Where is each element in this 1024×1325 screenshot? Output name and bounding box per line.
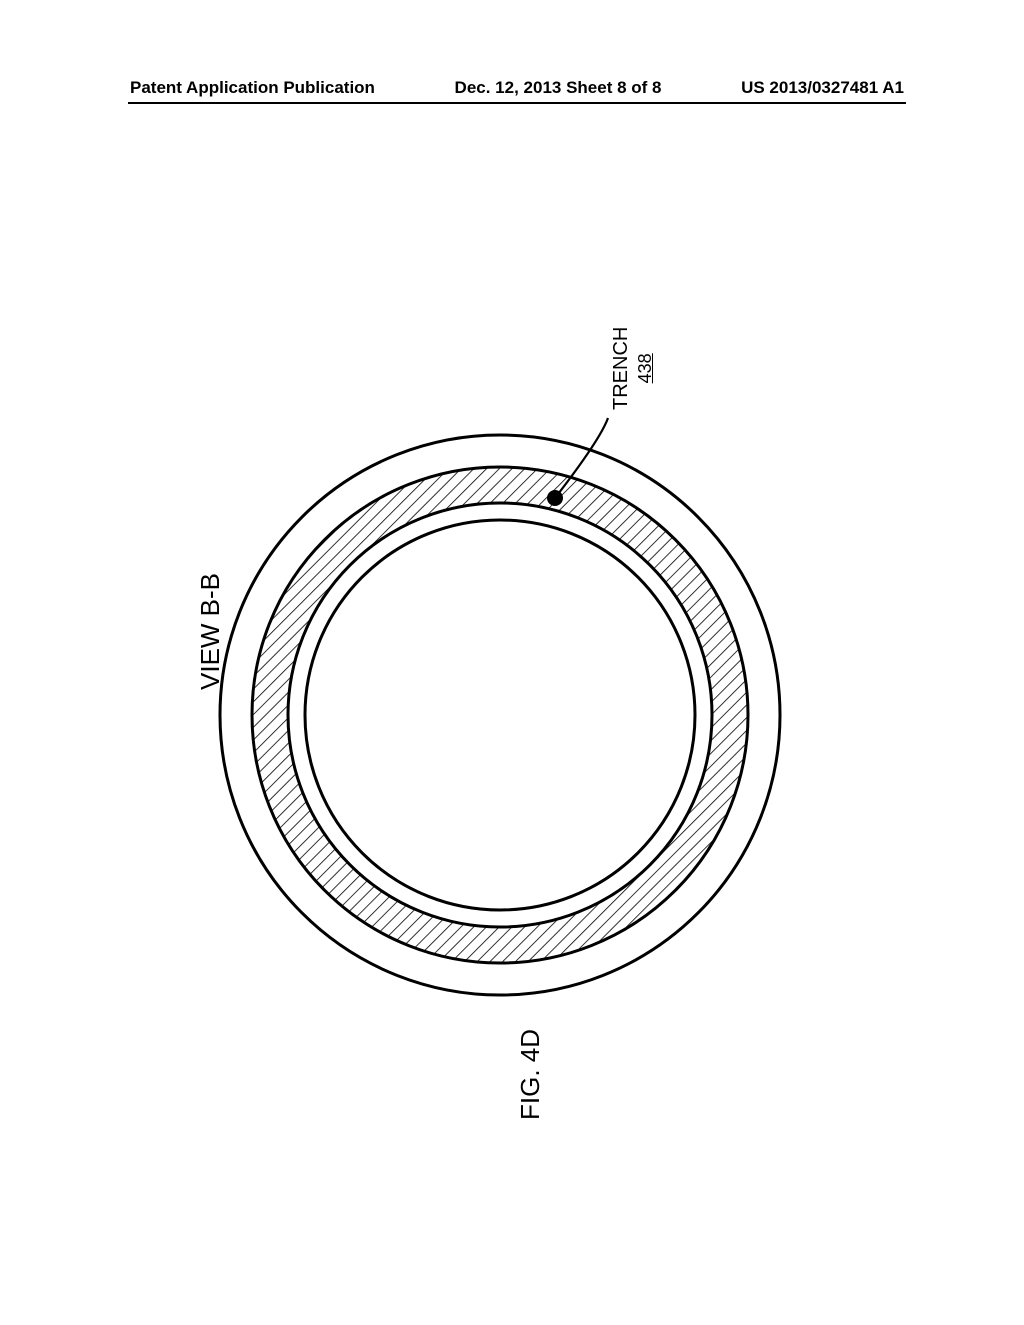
trench-callout: TRENCH 438 [610, 327, 656, 410]
figure-area: VIEW B-B FIG. 4D TRENCH 438 [0, 0, 1024, 1320]
hatched-trench-ring [0, 0, 1024, 1320]
trench-callout-text: TRENCH [610, 327, 632, 410]
view-label: VIEW B-B [195, 573, 226, 690]
trench-callout-ref: 438 [635, 327, 656, 410]
figure-number-label: FIG. 4D [515, 1029, 546, 1120]
figure-svg [0, 0, 1024, 1320]
